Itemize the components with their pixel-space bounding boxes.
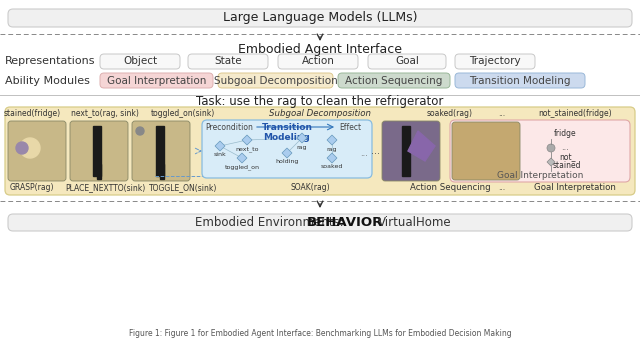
Text: PLACE_NEXTTO(sink): PLACE_NEXTTO(sink) xyxy=(65,184,145,192)
Text: Goal Interpretation: Goal Interpretation xyxy=(534,184,616,192)
Circle shape xyxy=(547,144,555,152)
FancyBboxPatch shape xyxy=(278,54,358,69)
Text: Object: Object xyxy=(123,57,157,67)
Text: Transition Modeling: Transition Modeling xyxy=(469,75,571,85)
Circle shape xyxy=(20,138,40,158)
Text: ...: ... xyxy=(547,172,555,180)
Text: Goal Interpretation: Goal Interpretation xyxy=(497,170,583,179)
Polygon shape xyxy=(547,158,555,166)
Polygon shape xyxy=(215,141,225,151)
Text: Action: Action xyxy=(301,57,335,67)
Text: toggled_on(sink): toggled_on(sink) xyxy=(151,108,215,118)
FancyBboxPatch shape xyxy=(8,214,632,231)
Text: Figure 1: Figure 1 for Embodied Agent Interface: Benchmarking LLMs for Embodied : Figure 1: Figure 1 for Embodied Agent In… xyxy=(129,329,511,338)
Bar xyxy=(402,126,410,176)
Polygon shape xyxy=(282,148,292,158)
Text: next_to: next_to xyxy=(236,146,259,152)
Text: SOAK(rag): SOAK(rag) xyxy=(290,184,330,192)
FancyBboxPatch shape xyxy=(5,107,635,195)
Text: Embodied Agent Interface: Embodied Agent Interface xyxy=(238,44,402,57)
Bar xyxy=(97,164,101,179)
Text: rag: rag xyxy=(297,144,307,150)
Text: Goal: Goal xyxy=(395,57,419,67)
Polygon shape xyxy=(297,133,307,143)
FancyBboxPatch shape xyxy=(100,73,213,88)
FancyBboxPatch shape xyxy=(8,121,66,181)
Polygon shape xyxy=(327,135,337,145)
Text: Subgoal Decomposition: Subgoal Decomposition xyxy=(269,108,371,118)
Text: ...: ... xyxy=(360,150,368,158)
Text: ...: ... xyxy=(499,184,506,192)
Text: toggled_on: toggled_on xyxy=(225,164,259,170)
Polygon shape xyxy=(327,153,337,163)
Text: soaked: soaked xyxy=(321,165,343,169)
Text: Effect: Effect xyxy=(339,122,361,131)
FancyBboxPatch shape xyxy=(455,54,535,69)
FancyBboxPatch shape xyxy=(8,9,632,27)
FancyBboxPatch shape xyxy=(455,73,585,88)
Polygon shape xyxy=(242,135,252,145)
FancyBboxPatch shape xyxy=(382,121,440,181)
FancyBboxPatch shape xyxy=(188,54,268,69)
Text: Task: use the rag to clean the refrigerator: Task: use the rag to clean the refrigera… xyxy=(196,95,444,108)
Text: sink: sink xyxy=(214,153,227,157)
Text: TOGGLE_ON(sink): TOGGLE_ON(sink) xyxy=(149,184,217,192)
Bar xyxy=(93,126,101,176)
Text: holding: holding xyxy=(275,159,299,165)
Polygon shape xyxy=(408,131,435,161)
Text: ...: ... xyxy=(371,146,380,156)
Circle shape xyxy=(136,127,144,135)
FancyBboxPatch shape xyxy=(450,120,630,182)
Bar xyxy=(156,126,164,176)
Text: ...: ... xyxy=(499,108,506,118)
Text: stained: stained xyxy=(553,162,581,170)
Bar xyxy=(160,164,164,179)
Text: Action Sequencing: Action Sequencing xyxy=(410,184,490,192)
Polygon shape xyxy=(237,153,247,163)
Text: Subgoal Decomposition: Subgoal Decomposition xyxy=(214,75,337,85)
Text: Action Sequencing: Action Sequencing xyxy=(346,75,443,85)
Text: not_: not_ xyxy=(559,154,575,163)
Text: Precondition: Precondition xyxy=(205,122,253,131)
FancyBboxPatch shape xyxy=(100,54,180,69)
Text: GRASP(rag): GRASP(rag) xyxy=(10,184,54,192)
Text: Goal Interpretation: Goal Interpretation xyxy=(107,75,206,85)
FancyBboxPatch shape xyxy=(452,122,520,180)
Text: VirtualHome: VirtualHome xyxy=(378,216,452,229)
Text: soaked(rag): soaked(rag) xyxy=(427,108,473,118)
Text: stained(fridge): stained(fridge) xyxy=(3,108,61,118)
Text: BEHAVIOR: BEHAVIOR xyxy=(307,216,383,229)
Text: Large Language Models (LLMs): Large Language Models (LLMs) xyxy=(223,12,417,24)
FancyBboxPatch shape xyxy=(70,121,128,181)
Text: State: State xyxy=(214,57,242,67)
Text: Ability Modules: Ability Modules xyxy=(5,75,90,85)
Text: next_to(rag, sink): next_to(rag, sink) xyxy=(71,108,139,118)
Text: not_stained(fridge): not_stained(fridge) xyxy=(538,108,612,118)
Text: Embodied Environments:: Embodied Environments: xyxy=(195,216,344,229)
Text: rag: rag xyxy=(327,146,337,152)
Text: Representations: Representations xyxy=(5,57,95,67)
Text: Trajectory: Trajectory xyxy=(469,57,521,67)
Circle shape xyxy=(16,142,28,154)
FancyBboxPatch shape xyxy=(132,121,190,181)
FancyBboxPatch shape xyxy=(338,73,450,88)
FancyBboxPatch shape xyxy=(202,120,372,178)
FancyBboxPatch shape xyxy=(218,73,333,88)
Text: Transition
Modeling: Transition Modeling xyxy=(262,123,312,142)
Text: ...: ... xyxy=(561,143,569,153)
FancyBboxPatch shape xyxy=(368,54,446,69)
Text: fridge: fridge xyxy=(554,130,576,139)
